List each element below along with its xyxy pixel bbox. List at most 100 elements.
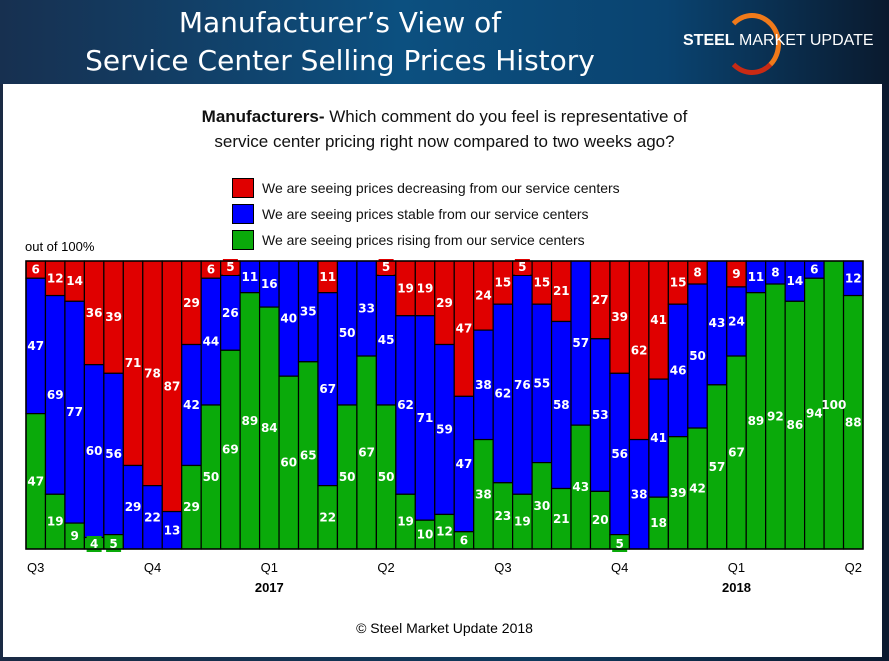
- data-label: 33: [358, 302, 375, 316]
- data-label: 50: [339, 470, 356, 484]
- data-label: 5: [616, 537, 624, 551]
- data-label-box: [106, 536, 122, 552]
- data-label-box: [86, 536, 102, 552]
- data-label: 15: [495, 276, 512, 290]
- data-label: 4: [90, 537, 98, 551]
- data-label: 87: [164, 379, 181, 393]
- data-label: 84: [261, 421, 278, 435]
- data-label: 16: [261, 277, 278, 291]
- data-label: 5: [226, 260, 234, 274]
- question-line-2: service center pricing right now compare…: [214, 132, 675, 151]
- data-label: 50: [203, 470, 220, 484]
- data-label: 5: [109, 537, 117, 551]
- data-label: 21: [553, 284, 570, 298]
- data-label: 26: [222, 306, 239, 320]
- data-label: 38: [475, 487, 492, 501]
- data-label: 47: [27, 339, 44, 353]
- data-label: 14: [66, 274, 83, 288]
- data-label: 53: [592, 408, 609, 422]
- data-label: 65: [300, 448, 317, 462]
- data-label: 18: [650, 516, 667, 530]
- data-label: 88: [845, 415, 862, 429]
- data-label: 15: [670, 276, 687, 290]
- data-label: 29: [183, 500, 200, 514]
- data-label: 47: [456, 457, 473, 471]
- data-label: 43: [572, 480, 589, 494]
- data-label: 29: [125, 500, 142, 514]
- data-label: 19: [417, 281, 434, 295]
- data-label: 56: [105, 447, 122, 461]
- data-label: 6: [32, 263, 40, 277]
- data-label: 38: [631, 487, 648, 501]
- data-label: 40: [280, 312, 297, 326]
- data-label: 55: [533, 376, 550, 390]
- data-label: 62: [631, 343, 648, 357]
- data-label: 14: [787, 274, 804, 288]
- x-tick-label: Q3: [494, 560, 511, 575]
- data-label: 24: [728, 314, 745, 328]
- data-label: 58: [553, 398, 570, 412]
- data-label: 44: [203, 335, 220, 349]
- x-year-label: 2017: [255, 580, 284, 595]
- title-line-1: Manufacturer’s View of: [178, 6, 502, 39]
- data-label-box: [222, 259, 238, 275]
- data-label: 76: [514, 378, 531, 392]
- x-tick-label: Q2: [377, 560, 394, 575]
- legend-label: We are seeing prices stable from our ser…: [262, 206, 589, 222]
- x-tick-label: Q4: [144, 560, 161, 575]
- data-label: 22: [144, 510, 161, 524]
- data-label: 41: [650, 431, 667, 445]
- legend-label: We are seeing prices rising from our ser…: [262, 232, 585, 248]
- legend-item-stable: We are seeing prices stable from our ser…: [232, 201, 620, 227]
- data-label-box: [378, 259, 394, 275]
- data-label: 78: [144, 366, 161, 380]
- steel-market-update-logo: STEEL MARKET UPDATE: [683, 10, 883, 75]
- data-label: 11: [748, 270, 765, 284]
- data-label: 47: [456, 322, 473, 336]
- data-label: 11: [241, 270, 258, 284]
- data-label-box: [612, 536, 628, 552]
- data-label: 50: [689, 349, 706, 363]
- data-label: 89: [241, 414, 258, 428]
- title-line-2: Service Center Selling Prices History: [85, 44, 595, 77]
- legend-item-decreasing: We are seeing prices decreasing from our…: [232, 175, 620, 201]
- data-label: 42: [689, 482, 706, 496]
- data-label: 60: [280, 456, 297, 470]
- data-label: 59: [436, 422, 453, 436]
- data-label: 5: [382, 260, 390, 274]
- x-tick-label: Q2: [845, 560, 862, 575]
- data-label: 38: [475, 378, 492, 392]
- data-label: 86: [787, 418, 804, 432]
- data-label: 77: [66, 405, 83, 419]
- page-title: Manufacturer’s View of Service Center Se…: [40, 4, 640, 80]
- x-tick-label: Q1: [728, 560, 745, 575]
- data-label: 46: [670, 363, 687, 377]
- data-label: 67: [358, 446, 375, 460]
- data-label: 5: [518, 260, 526, 274]
- plot-frame: [25, 260, 864, 550]
- data-label: 19: [397, 515, 414, 529]
- data-label: 23: [495, 509, 512, 523]
- data-label: 19: [514, 515, 531, 529]
- data-label: 6: [207, 263, 215, 277]
- data-label: 29: [183, 296, 200, 310]
- data-label: 42: [183, 398, 200, 412]
- data-label: 56: [611, 447, 628, 461]
- data-label: 24: [475, 289, 492, 303]
- data-label: 47: [27, 474, 44, 488]
- data-label: 22: [319, 510, 336, 524]
- logo-ring-icon: [723, 13, 781, 75]
- header-banner: Manufacturer’s View of Service Center Se…: [0, 0, 889, 84]
- data-label: 35: [300, 304, 317, 318]
- data-label: 69: [222, 443, 239, 457]
- data-label: 20: [592, 513, 609, 527]
- data-label: 29: [436, 296, 453, 310]
- data-label: 30: [533, 499, 550, 513]
- data-label: 62: [397, 398, 414, 412]
- x-year-label: 2018: [722, 580, 751, 595]
- data-label: 9: [70, 529, 78, 543]
- data-label: 41: [650, 313, 667, 327]
- copyright: © Steel Market Update 2018: [356, 620, 533, 636]
- data-label-box: [514, 259, 530, 275]
- data-label: 36: [86, 306, 103, 320]
